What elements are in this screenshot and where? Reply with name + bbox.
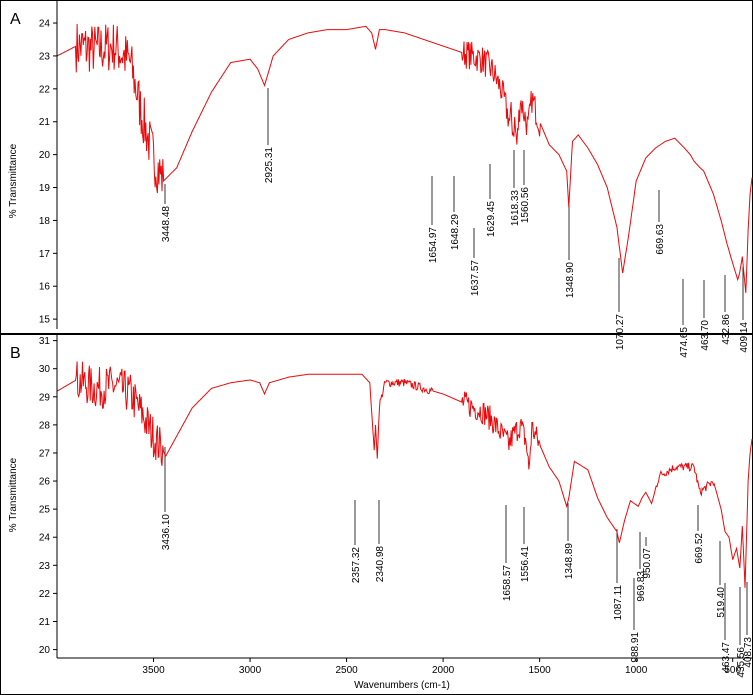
y-tick-label: 22	[39, 84, 51, 95]
peak-label: 988.91	[630, 632, 641, 663]
panel-a-spectrum-line	[56, 23, 753, 293]
panel-b-spectrum-line	[56, 361, 753, 588]
y-tick-label: 21	[39, 617, 51, 628]
peak-label: 1648.29	[450, 214, 461, 251]
peak-label: 669.63	[655, 224, 666, 255]
peak-label: 950.07	[642, 548, 653, 579]
peak-label: 1629.45	[486, 201, 497, 238]
panel-a-y-ticks: 15 16 17 18 19 20 21 22 23 24	[39, 19, 57, 326]
peak-label: 2357.32	[351, 547, 362, 584]
y-tick-label: 23	[39, 51, 51, 62]
peak-label: 1556.41	[520, 546, 531, 583]
panel-a-peak-labels: 3448.48 2925.31 1654.97 1648.29 1629.45 1637.…	[161, 88, 750, 358]
y-tick-label: 22	[39, 589, 51, 600]
y-tick-label: 24	[39, 533, 51, 544]
peak-label: 3436.10	[161, 514, 172, 551]
y-tick-label: 31	[39, 336, 51, 347]
panel-a: A % Transmittance 15 16 17 18 19 20 21 22 23 24 3…	[0, 0, 753, 358]
peak-label: 1658.57	[502, 565, 513, 602]
y-tick-label: 27	[39, 448, 51, 459]
x-tick-label: 2500	[335, 665, 358, 676]
panel-b-y-axis-label: % Transmittance	[8, 457, 19, 532]
y-tick-label: 20	[39, 150, 51, 161]
x-tick-label: 1000	[625, 665, 648, 676]
peak-label: 1087.11	[613, 585, 624, 621]
x-tick-label: 3500	[142, 665, 165, 676]
y-tick-label: 28	[39, 420, 51, 431]
peak-label: 408.73	[743, 637, 753, 668]
x-axis-label: Wavenumbers (cm-1)	[354, 680, 450, 691]
peak-label: 1348.89	[564, 543, 575, 580]
y-tick-label: 29	[39, 392, 51, 403]
peak-label: 2925.31	[264, 147, 275, 184]
y-tick-label: 21	[39, 117, 51, 128]
x-tick-label: 3000	[239, 665, 262, 676]
x-axis-ticks: 3500 3000 2500 2000 1500 1000 500	[142, 658, 741, 676]
peak-label: 3448.48	[161, 206, 172, 243]
y-tick-label: 26	[39, 477, 51, 488]
panel-a-y-axis-label: % Transmittance	[8, 143, 19, 218]
x-tick-label: 1500	[529, 665, 552, 676]
peak-label: 1618.33	[510, 190, 521, 227]
peak-label: 1070.27	[615, 314, 626, 351]
panel-b-y-ticks: 20 21 22 23 24 25 26 27 28 29 30 31	[39, 336, 57, 656]
peak-label: 409.14	[739, 322, 750, 353]
y-tick-label: 19	[39, 183, 51, 194]
peak-label: 1560.56	[520, 187, 531, 224]
x-tick-label: 2000	[432, 665, 455, 676]
y-tick-label: 17	[39, 249, 51, 260]
y-tick-label: 20	[39, 645, 51, 656]
peak-label: 432.86	[721, 314, 732, 345]
peak-label: 1637.57	[470, 260, 481, 297]
panel-a-label: A	[10, 11, 21, 28]
peak-label: 1348.90	[565, 262, 576, 299]
peak-label: 1654.97	[428, 227, 439, 264]
y-tick-label: 25	[39, 505, 51, 516]
x-tick-label: 500	[724, 665, 741, 676]
y-tick-label: 18	[39, 216, 51, 227]
peak-label: 519.40	[716, 587, 727, 618]
peak-label: 669.52	[694, 533, 705, 564]
peak-label: 474.65	[679, 327, 690, 358]
panel-b-label: B	[10, 345, 21, 362]
peak-label: 463.47	[721, 642, 732, 673]
peak-label: 2340.98	[375, 546, 386, 583]
y-tick-label: 16	[39, 282, 51, 293]
peak-label: 463.70	[700, 320, 711, 351]
y-tick-label: 30	[39, 364, 51, 375]
y-tick-label: 24	[39, 19, 51, 30]
y-tick-label: 15	[39, 315, 51, 326]
peak-label: 969.83	[636, 571, 647, 602]
peak-label: 435.56	[736, 647, 747, 678]
y-tick-label: 23	[39, 561, 51, 572]
panel-b-peak-labels: 3436.10 2357.32 2340.98 1658.57 1556.41 1348.…	[161, 447, 753, 678]
